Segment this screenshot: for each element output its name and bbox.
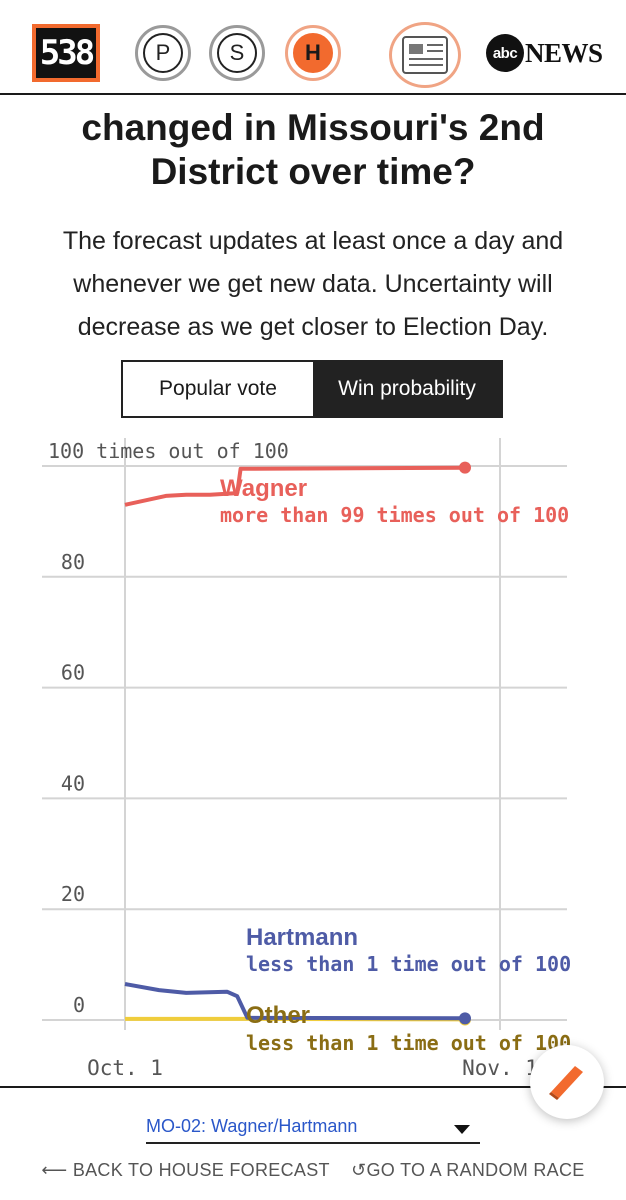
series-name-label: Hartmann (246, 924, 358, 951)
fivethirtyeight-logo[interactable]: 538 (32, 24, 100, 82)
series-name-label: Other (246, 1002, 310, 1029)
y-tick-label: 20 (61, 882, 85, 906)
chart-mode-toggle: Popular vote Win probability (121, 360, 503, 418)
news-wordmark: NEWS (525, 37, 603, 68)
newspaper-icon (402, 36, 448, 74)
nav-house-button[interactable]: H (285, 25, 341, 81)
y-tick-label: 60 (61, 661, 85, 685)
y-tick-label: 40 (61, 771, 85, 795)
series-endpoint-wagner (459, 461, 471, 474)
nav-house-label: H (305, 40, 321, 65)
y-tick-label: 100 times out of 100 (48, 439, 289, 463)
footer-links: ⟵ BACK TO HOUSE FORECAST ↺GO TO A RANDOM… (0, 1160, 626, 1181)
series-probability-label: less than 1 time out of 100 (246, 1031, 571, 1055)
series-line-wagner (124, 465, 466, 507)
nav-divider (0, 93, 626, 95)
win-probability-chart: 100 times out of 100 80 60 40 20 0 Oct. 1 Nov.… (42, 438, 571, 1080)
newspaper-button[interactable] (389, 22, 461, 88)
forecast-description: The forecast updates at least once a day… (62, 227, 564, 341)
y-tick-label: 80 (61, 550, 85, 574)
x-tick-label: Nov. 1 (462, 1056, 538, 1080)
race-select-value: MO-02: Wagner/Hartmann (146, 1116, 358, 1136)
series-line-hartmann (124, 982, 466, 1021)
x-tick-label: Oct. 1 (87, 1056, 163, 1080)
win-probability-tab[interactable]: Win probability (313, 362, 501, 416)
chevron-down-icon (454, 1125, 470, 1134)
popular-vote-tab[interactable]: Popular vote (123, 362, 313, 416)
series-name-label: Wagner (220, 475, 307, 502)
arrow-left-icon: ⟵ (41, 1160, 68, 1180)
series-endpoint-hartmann (459, 1012, 471, 1025)
footer-divider (0, 1086, 626, 1088)
back-link-label: BACK TO HOUSE FORECAST (72, 1160, 330, 1180)
share-fab-button[interactable] (530, 1045, 604, 1119)
nav-politics-button[interactable]: P (135, 25, 191, 81)
nav-politics-label: P (155, 40, 171, 65)
series-probability-label: less than 1 time out of 100 (246, 952, 571, 976)
nav-sports-label: S (229, 40, 245, 65)
abc-logo-mark: abc (486, 34, 524, 72)
abc-news-logo[interactable]: abc NEWS (486, 34, 603, 72)
random-race-link[interactable]: ↺GO TO A RANDOM RACE (351, 1160, 584, 1180)
heading-line-1: changed in Missouri's 2nd (81, 107, 545, 148)
heading-line-2: District over time? (150, 151, 476, 192)
series-probability-label: more than 99 times out of 100 (220, 503, 569, 527)
refresh-icon: ↺ (351, 1160, 367, 1180)
orange-diamond-icon (549, 1066, 583, 1100)
back-to-house-forecast-link[interactable]: ⟵ BACK TO HOUSE FORECAST (41, 1160, 329, 1180)
race-select-dropdown[interactable]: MO-02: Wagner/Hartmann (146, 1116, 480, 1144)
nav-sports-button[interactable]: S (209, 25, 265, 81)
random-link-label: GO TO A RANDOM RACE (366, 1160, 585, 1180)
section-heading: changed in Missouri's 2nd District over … (0, 62, 626, 194)
y-tick-label: 0 (73, 993, 85, 1017)
top-navigation: 538 P S H abc NEWS (0, 0, 626, 95)
